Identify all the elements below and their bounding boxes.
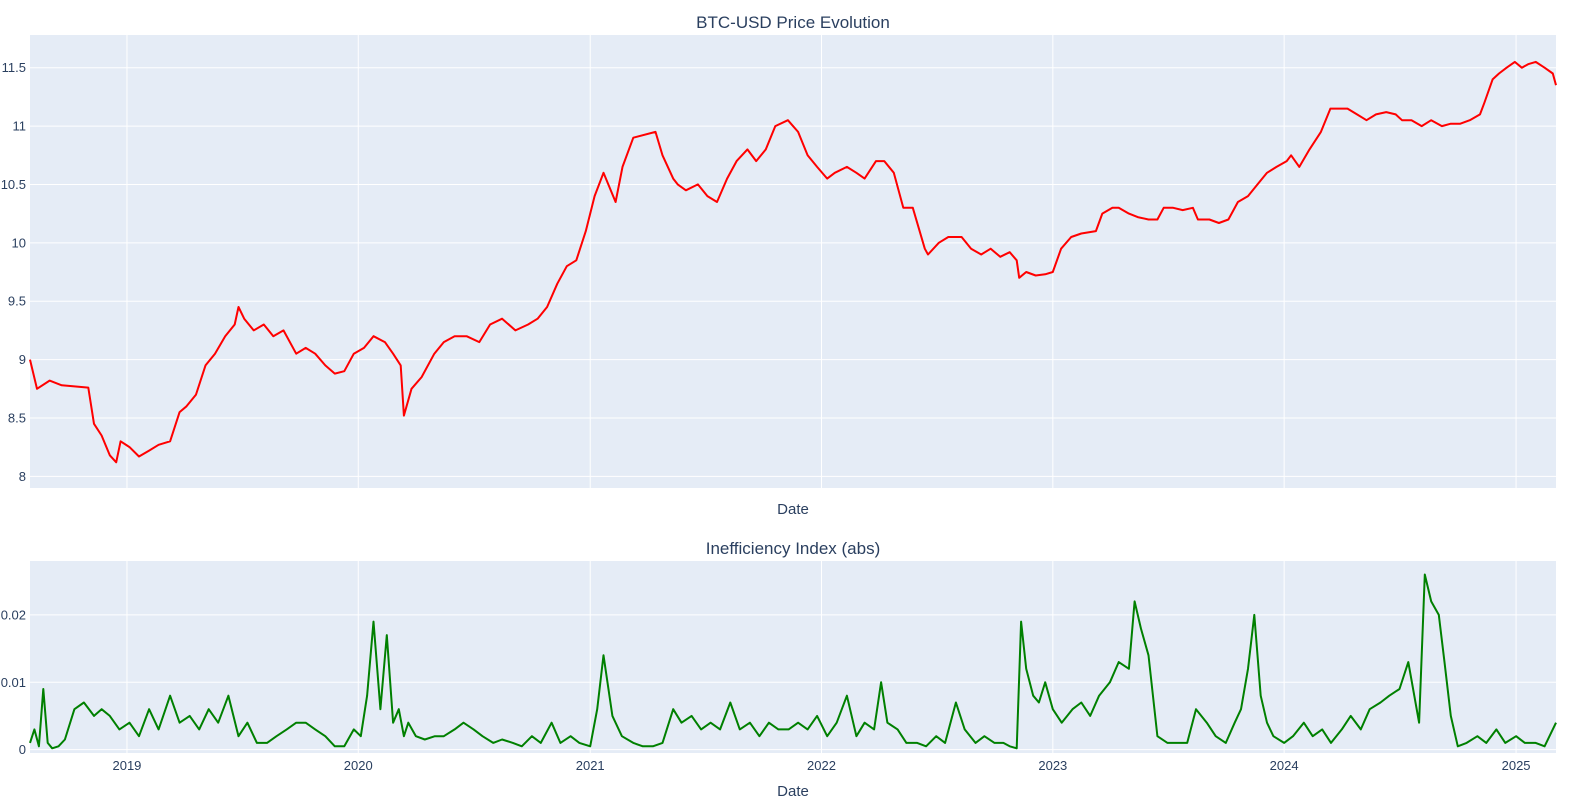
inefficiency-y-tick-label: 0 — [19, 742, 26, 757]
price-y-tick-label: 11 — [13, 119, 27, 134]
price-y-axis: 8 8.5 9 9.5 10 10.5 11 11.5 — [1, 60, 26, 484]
inefficiency-x-tick-label: 2022 — [807, 758, 836, 773]
price-y-tick-label: 9 — [19, 352, 26, 367]
inefficiency-series — [29, 573, 1557, 750]
inefficiency-grid — [30, 561, 1556, 753]
inefficiency-x-axis: 2019 2020 2021 2022 2023 2024 2025 — [112, 758, 1530, 773]
inefficiency-x-tick-label: 2020 — [344, 758, 373, 773]
price-series — [29, 60, 1557, 464]
price-y-tick-label: 8 — [19, 469, 26, 484]
inefficiency-x-tick-label: 2024 — [1270, 758, 1299, 773]
inefficiency-x-tick-label: 2025 — [1502, 758, 1531, 773]
inefficiency-y-tick-label: 0.02 — [1, 607, 26, 622]
inefficiency-y-tick-label: 0.01 — [1, 675, 26, 690]
inefficiency-chart: Inefficiency Index (abs) 00.010.02 2019 2… — [1, 539, 1557, 800]
price-plot-area — [30, 35, 1556, 488]
inefficiency-x-tick-label: 2023 — [1038, 758, 1067, 773]
inefficiency-y-axis: 0 0.01 0.02 — [1, 607, 26, 757]
price-grid — [30, 35, 1556, 488]
price-x-axis-label: Date — [777, 501, 809, 518]
price-line — [29, 60, 1557, 464]
inefficiency-chart-title: Inefficiency Index (abs) — [706, 539, 881, 558]
price-chart-title: BTC-USD Price Evolution — [696, 13, 890, 32]
price-chart: BTC-USD Price Evolution 8 8.5 9 9.5 10 10.5 11… — [1, 13, 1557, 518]
inefficiency-plot-area — [30, 561, 1556, 753]
price-y-tick-label: 8.5 — [8, 410, 26, 425]
inefficiency-x-tick-label: 2019 — [112, 758, 141, 773]
inefficiency-x-tick-label: 2021 — [576, 758, 605, 773]
inefficiency-x-axis-label: Date — [777, 783, 809, 800]
price-y-tick-label: 10.5 — [1, 177, 26, 192]
price-y-tick-label: 9.5 — [8, 294, 26, 309]
price-y-tick-label: 10 — [12, 235, 26, 250]
price-y-tick-label: 11.5 — [2, 60, 26, 75]
inefficiency-line — [29, 573, 1557, 750]
